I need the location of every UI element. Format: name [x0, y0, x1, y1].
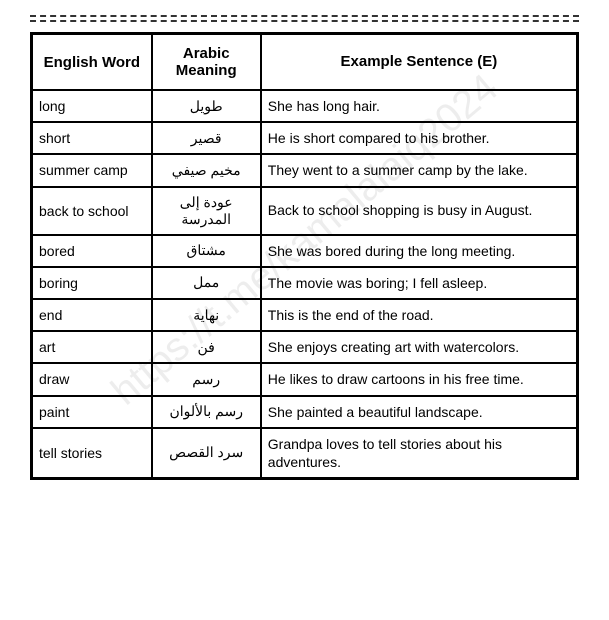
cell-example: This is the end of the road.	[261, 299, 578, 331]
header-arabic: Arabic Meaning	[152, 34, 261, 91]
table-row: drawرسمHe likes to draw cartoons in his …	[32, 363, 578, 395]
cell-arabic: سرد القصص	[152, 428, 261, 479]
table-header-row: English Word Arabic Meaning Example Sent…	[32, 34, 578, 91]
cell-arabic: ممل	[152, 267, 261, 299]
cell-english: bored	[32, 235, 152, 267]
cell-arabic: طويل	[152, 90, 261, 122]
cell-example: The movie was boring; I fell asleep.	[261, 267, 578, 299]
cell-example: She was bored during the long meeting.	[261, 235, 578, 267]
cell-arabic: رسم بالألوان	[152, 396, 261, 428]
cell-arabic: نهاية	[152, 299, 261, 331]
table-row: boredمشتاقShe was bored during the long …	[32, 235, 578, 267]
header-example: Example Sentence (E)	[261, 34, 578, 91]
vocabulary-table: English Word Arabic Meaning Example Sent…	[30, 32, 579, 480]
cell-arabic: مخيم صيفي	[152, 154, 261, 186]
cell-arabic: عودة إلى المدرسة	[152, 187, 261, 235]
cell-example: Grandpa loves to tell stories about his …	[261, 428, 578, 479]
cell-english: short	[32, 122, 152, 154]
cell-example: He likes to draw cartoons in his free ti…	[261, 363, 578, 395]
table-row: tell storiesسرد القصصGrandpa loves to te…	[32, 428, 578, 479]
cell-example: She has long hair.	[261, 90, 578, 122]
cell-english: end	[32, 299, 152, 331]
table-row: boringمملThe movie was boring; I fell as…	[32, 267, 578, 299]
cell-arabic: رسم	[152, 363, 261, 395]
header-english: English Word	[32, 34, 152, 91]
table-row: endنهايةThis is the end of the road.	[32, 299, 578, 331]
cell-example: She enjoys creating art with watercolors…	[261, 331, 578, 363]
cell-example: Back to school shopping is busy in Augus…	[261, 187, 578, 235]
cell-english: art	[32, 331, 152, 363]
cell-english: back to school	[32, 187, 152, 235]
table-row: paintرسم بالألوانShe painted a beautiful…	[32, 396, 578, 428]
table-row: back to schoolعودة إلى المدرسةBack to sc…	[32, 187, 578, 235]
divider-top-1	[30, 15, 579, 17]
cell-english: tell stories	[32, 428, 152, 479]
cell-english: boring	[32, 267, 152, 299]
cell-english: draw	[32, 363, 152, 395]
cell-example: They went to a summer camp by the lake.	[261, 154, 578, 186]
cell-example: She painted a beautiful landscape.	[261, 396, 578, 428]
cell-arabic: فن	[152, 331, 261, 363]
cell-english: summer camp	[32, 154, 152, 186]
table-row: longطويلShe has long hair.	[32, 90, 578, 122]
cell-arabic: قصير	[152, 122, 261, 154]
cell-example: He is short compared to his brother.	[261, 122, 578, 154]
cell-arabic: مشتاق	[152, 235, 261, 267]
table-row: artفنShe enjoys creating art with waterc…	[32, 331, 578, 363]
table-row: summer campمخيم صيفيThey went to a summe…	[32, 154, 578, 186]
cell-english: paint	[32, 396, 152, 428]
cell-english: long	[32, 90, 152, 122]
divider-top-2	[30, 20, 579, 22]
table-row: shortقصيرHe is short compared to his bro…	[32, 122, 578, 154]
